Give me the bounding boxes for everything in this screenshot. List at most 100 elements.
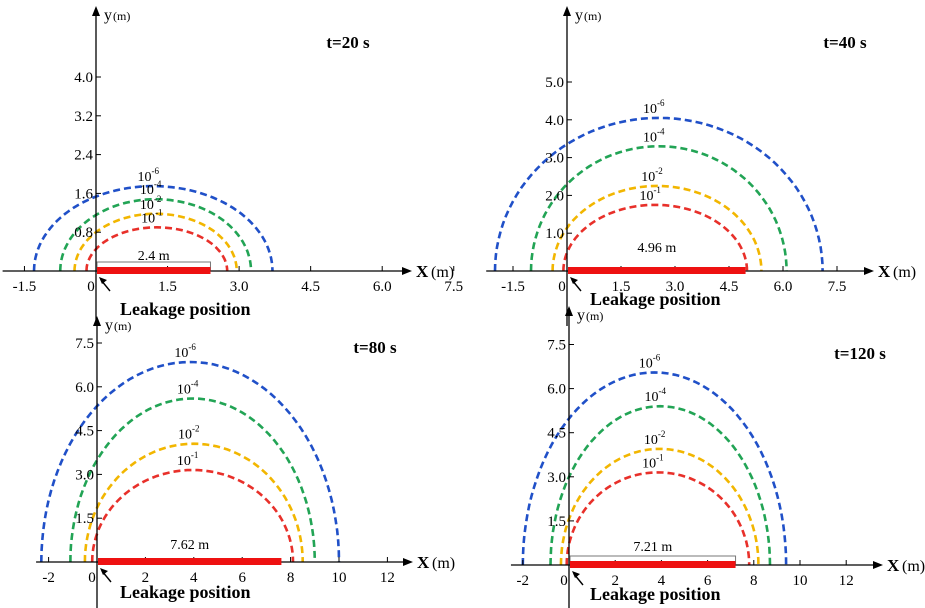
contour-label-exp: -2	[192, 424, 200, 434]
contour-10-2	[83, 442, 304, 563]
x-tick-label: 10	[332, 570, 347, 586]
panel-title: t=20 s	[326, 33, 370, 52]
contour-label-base: 10	[639, 189, 653, 204]
contour-label-base: 10	[174, 346, 188, 361]
x-tick-label: 8	[750, 573, 758, 589]
x-tick-label: 4	[658, 573, 666, 589]
contour-10-6	[40, 360, 341, 563]
contour-10-1	[565, 471, 751, 566]
contour-label-base: 10	[140, 198, 154, 213]
contour-label-exp: -4	[657, 126, 665, 136]
contour-label-10-4: 10-4	[140, 179, 162, 198]
y-tick-label: 4.5	[547, 426, 566, 442]
panel-3: t=80 s10-610-410-210-1X (m)y (m)-2 0 2 4 6 8 10 1…	[36, 316, 455, 608]
x-tick-label: 8	[287, 570, 295, 586]
x-tick-label: -1.5	[13, 279, 37, 295]
x-tick-label: 6	[704, 573, 712, 589]
contour-label-10-4: 10-4	[177, 378, 199, 397]
contour-label-10-6: 10-6	[639, 352, 661, 371]
y-tick-label: 3.0	[545, 151, 564, 167]
y-axis-label: y	[105, 317, 113, 334]
x-tick-label: -2	[42, 570, 55, 586]
y-tick-label: 1.5	[75, 511, 94, 527]
contour-label-base: 10	[643, 102, 657, 117]
y-tick-label: 7.5	[547, 338, 566, 354]
y-axis-label: y	[575, 7, 583, 24]
x-tick-label: 4	[190, 570, 198, 586]
leak-pointer-arrow-icon	[99, 277, 107, 284]
x-tick-label: 7.5	[828, 279, 847, 295]
x-tick-label: 1.5	[612, 279, 631, 295]
contour-label-exp: -1	[155, 207, 163, 217]
y-tick-label: 1.0	[545, 226, 564, 242]
contour-label-10-2: 10-2	[140, 194, 162, 213]
leak-bar	[568, 267, 746, 274]
y-tick-label: 0.8	[74, 225, 93, 241]
contour-10-4	[69, 397, 317, 563]
contour-label-exp: -6	[188, 342, 196, 352]
contour-10-1	[562, 203, 749, 272]
x-axis-unit: (m)	[893, 264, 916, 281]
x-axis-label: X	[887, 556, 900, 575]
leak-length-label: 4.96 m	[637, 241, 676, 256]
contour-label-10-1: 10-1	[639, 185, 661, 204]
contour-label-base: 10	[643, 130, 657, 145]
contour-10-6	[521, 371, 788, 566]
y-tick-label: 1.6	[74, 186, 93, 202]
contour-label-exp: -1	[656, 452, 664, 462]
contour-label-10-6: 10-6	[643, 98, 665, 117]
x-tick-label: 3.0	[230, 279, 249, 295]
y-axis-arrow-icon	[565, 306, 573, 316]
leak-length-label: 7.21 m	[633, 540, 672, 555]
x-tick-label: 1.5	[158, 279, 177, 295]
y-axis-unit: (m)	[114, 319, 131, 333]
y-tick-label: 5.0	[545, 75, 564, 91]
x-tick-label: 6	[238, 570, 246, 586]
contour-label-base: 10	[178, 428, 192, 443]
x-tick-label: 7.5	[444, 279, 463, 295]
contour-label-10-4: 10-4	[643, 126, 665, 145]
x-axis-arrow-icon	[873, 561, 883, 569]
y-tick-label: 4.5	[75, 424, 94, 440]
x-axis-arrow-icon	[864, 267, 874, 275]
contour-label-base: 10	[137, 170, 151, 185]
contour-10-2	[73, 212, 238, 272]
leak-pointer-arrow-icon	[570, 277, 578, 284]
y-tick-label: 6.0	[547, 382, 566, 398]
contour-label-exp: -4	[191, 378, 199, 388]
contour-label-exp: -6	[657, 98, 665, 108]
x-tick-label: 2	[611, 573, 619, 589]
x-tick-label: 12	[380, 570, 395, 586]
x-tick-label: 10	[793, 573, 808, 589]
contour-label-base: 10	[644, 433, 658, 448]
y-tick-label: 3.0	[547, 470, 566, 486]
leak-length-label: 7.62 m	[170, 538, 209, 553]
contour-label-10-4: 10-4	[644, 386, 666, 405]
contour-label-10-1: 10-1	[141, 207, 163, 226]
y-axis-label: y	[104, 7, 112, 24]
x-axis-unit: (m)	[902, 558, 925, 575]
x-tick-label: 6.0	[373, 279, 392, 295]
y-axis-arrow-icon	[92, 6, 100, 16]
x-tick-label: 0	[87, 279, 95, 295]
contour-label-exp: -2	[655, 166, 663, 176]
leak-pointer-arrow-icon	[100, 568, 108, 575]
y-tick-label: 2.0	[545, 188, 564, 204]
x-tick-label: 3.0	[666, 279, 685, 295]
contour-label-exp: -4	[154, 179, 162, 189]
x-tick-label: 4.5	[301, 279, 320, 295]
leak-bar	[97, 267, 211, 274]
x-axis-label: X	[416, 262, 429, 281]
contour-label-base: 10	[177, 454, 191, 469]
panel-title: t=80 s	[353, 338, 397, 357]
panel-1: t=20 s10-610-410-210-1X (m)y (m)-1.5 0 1.5 3.…	[2, 6, 463, 326]
contour-10-4	[549, 404, 772, 566]
y-tick-label: 3.2	[74, 109, 93, 125]
panel-2: t=40 s10-610-410-210-1X (m)y (m)-1.5 0 1.5 3.…	[486, 6, 916, 326]
contour-label-base: 10	[140, 183, 154, 198]
x-tick-label: 0	[558, 279, 566, 295]
y-tick-label: 4.0	[545, 113, 564, 129]
leak-bar	[570, 561, 736, 568]
y-tick-label: 1.5	[547, 514, 566, 530]
